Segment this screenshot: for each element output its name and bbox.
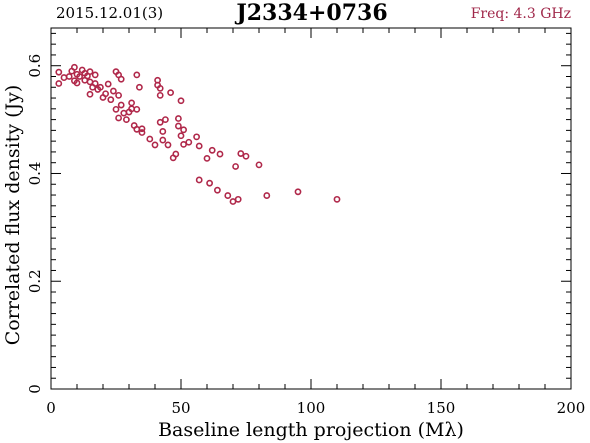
data-point <box>177 132 185 140</box>
data-point <box>159 136 167 144</box>
data-point <box>294 188 302 196</box>
data-point <box>115 114 122 122</box>
axis-ticks <box>50 28 572 390</box>
data-point <box>185 138 193 146</box>
data-point <box>91 80 99 87</box>
data-point <box>146 135 154 143</box>
data-point <box>180 126 187 134</box>
data-point <box>104 80 112 88</box>
data-point <box>234 195 242 203</box>
data-point <box>65 73 73 80</box>
data-point <box>102 90 109 98</box>
data-point <box>216 150 224 158</box>
data-point <box>208 146 216 154</box>
data-point <box>242 152 250 160</box>
data-point <box>117 75 125 83</box>
data-point <box>117 101 125 109</box>
x-tick-label: 200 <box>557 399 586 417</box>
x-tick-label: 150 <box>427 399 456 417</box>
y-tick-label: 0.2 <box>26 269 44 293</box>
data-point <box>115 91 122 99</box>
data-point <box>55 68 63 76</box>
data-point <box>195 176 203 184</box>
data-point <box>224 192 232 199</box>
data-point <box>110 87 117 95</box>
data-point <box>156 118 164 126</box>
y-tick-label: 0.4 <box>26 162 44 186</box>
data-point <box>55 80 63 87</box>
data-point <box>213 186 221 194</box>
data-point <box>71 63 78 71</box>
data-points <box>55 63 341 205</box>
y-tick-label: 0 <box>26 384 44 394</box>
data-point <box>156 84 164 92</box>
data-point <box>135 83 143 91</box>
data-point <box>138 129 146 136</box>
header-date: 2015.12.01(3) <box>56 4 163 22</box>
data-point <box>255 161 263 169</box>
data-point <box>333 195 341 203</box>
data-point <box>167 89 174 97</box>
data-point <box>174 122 182 130</box>
data-point <box>177 97 185 105</box>
data-point <box>232 163 239 170</box>
x-tick-label: 50 <box>171 399 190 417</box>
data-point <box>97 83 104 91</box>
data-point <box>237 150 245 157</box>
data-point <box>174 115 182 122</box>
tick-labels: 0 50 100 150 200 0 0.2 0.4 0.6 <box>26 54 585 417</box>
data-point <box>195 142 203 150</box>
x-tick-label: 0 <box>46 399 56 417</box>
data-point <box>86 68 94 76</box>
data-point <box>133 105 141 113</box>
data-point <box>86 90 94 98</box>
data-point <box>172 150 180 158</box>
data-point <box>91 71 99 79</box>
data-point <box>161 116 169 123</box>
data-point <box>123 116 130 123</box>
x-axis-label: Baseline length projection (Mλ) <box>158 419 464 441</box>
data-point <box>206 179 213 187</box>
data-point <box>73 79 81 87</box>
data-point <box>193 133 200 141</box>
data-point <box>107 96 115 104</box>
data-point <box>159 128 167 135</box>
data-point <box>156 91 164 99</box>
x-tick-label: 100 <box>297 399 326 417</box>
data-point <box>138 125 146 133</box>
data-point <box>133 71 141 79</box>
y-tick-label: 0.6 <box>26 54 44 78</box>
data-point <box>76 73 83 80</box>
data-point <box>263 192 271 199</box>
header-source-name: J2334+0736 <box>234 0 387 26</box>
y-axis-label: Correlated flux density (Jy) <box>2 85 24 346</box>
data-point <box>164 141 172 149</box>
header-frequency: Freq: 4.3 GHz <box>471 6 571 22</box>
data-point <box>151 141 159 149</box>
data-point <box>112 105 120 113</box>
data-point <box>203 154 211 162</box>
